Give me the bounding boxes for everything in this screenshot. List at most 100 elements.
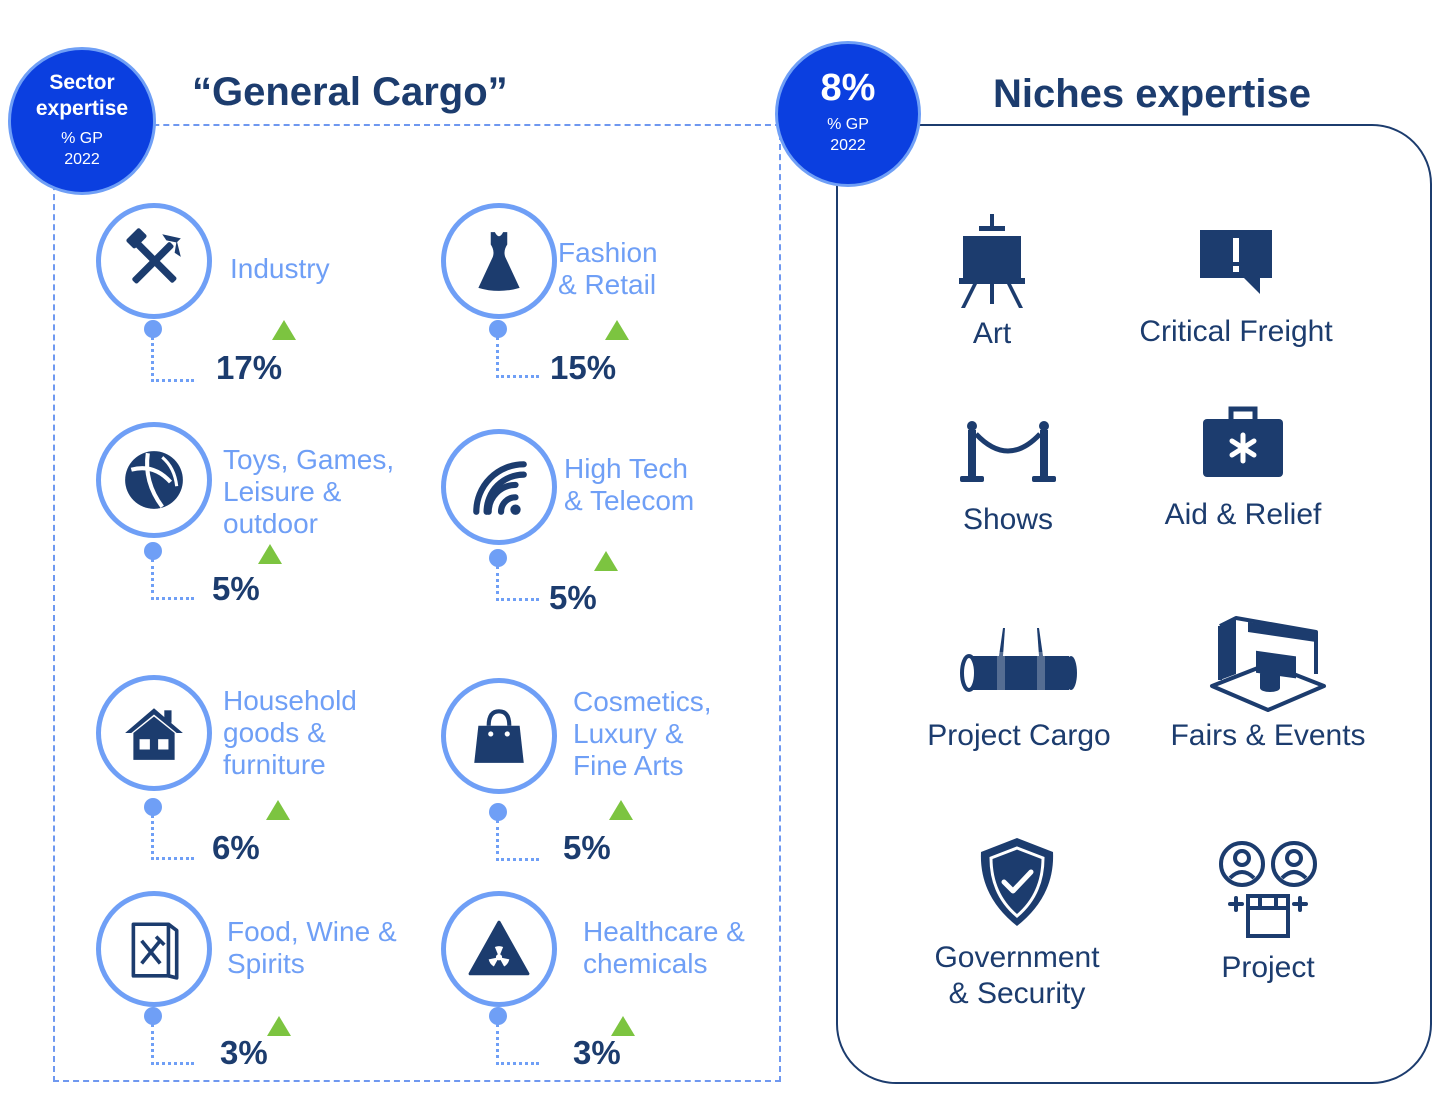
sector-percent: 17%	[216, 349, 283, 386]
trend-up-icon	[266, 800, 290, 820]
niche-label: Project Cargo	[927, 719, 1111, 752]
sector-icon-ring	[96, 675, 212, 791]
connector-line	[151, 1024, 194, 1065]
connector-line	[496, 337, 539, 378]
niche-label: Art	[972, 317, 1012, 350]
connector-dot	[144, 1007, 162, 1025]
connector-dot	[489, 1007, 507, 1025]
sector-icon-ring	[441, 891, 557, 1007]
trend-up-icon	[272, 320, 296, 340]
sector-label: High Tech & Telecom	[564, 453, 695, 516]
wifi-signal-icon	[473, 461, 527, 515]
easel-icon	[959, 214, 1025, 308]
sector-high-tech: High Tech & Telecom 5%	[441, 429, 781, 619]
sector-icon-ring	[441, 678, 557, 794]
sector-label: Household goods & furniture	[223, 685, 357, 780]
niche-label: Government & Security	[934, 941, 1100, 1010]
niche-label: Critical Freight	[1139, 315, 1333, 348]
stanchion-rope-icon	[960, 421, 1056, 482]
sector-percent: 5%	[549, 579, 597, 616]
connector-dot	[144, 798, 162, 816]
sector-percent: 3%	[220, 1034, 268, 1071]
sector-label: Fashion & Retail	[558, 237, 658, 300]
connector-dot	[489, 320, 507, 338]
niche-critical-freight: Critical Freight	[1096, 226, 1376, 350]
trend-up-icon	[611, 1016, 635, 1036]
niche-project-cargo: Project Cargo	[879, 626, 1159, 754]
badge-line2: expertise	[35, 97, 129, 120]
niche-project: Project	[1128, 840, 1408, 986]
sector-label: Healthcare & chemicals	[583, 916, 745, 979]
trend-up-icon	[609, 800, 633, 820]
connector-dot	[144, 320, 162, 338]
sector-percent: 15%	[550, 349, 617, 386]
sector-icon-ring	[96, 203, 212, 319]
sector-healthcare: Healthcare & chemicals 3%	[441, 891, 781, 1081]
sector-household: Household goods & furniture 6%	[96, 675, 436, 866]
sector-percent: 5%	[212, 570, 260, 607]
connector-dot	[489, 803, 507, 821]
connector-line	[151, 559, 194, 600]
niches-title: Niches expertise	[993, 72, 1311, 116]
niche-label: Fairs & Events	[1170, 719, 1366, 752]
niche-label: Project	[1221, 951, 1315, 984]
niche-government-security: Government & Security	[877, 836, 1157, 1012]
dress-icon	[478, 232, 520, 291]
niche-aid-relief: Aid & Relief	[1103, 405, 1383, 533]
sector-label: Food, Wine & Spirits	[227, 916, 397, 979]
sector-cosmetics: Cosmetics, Luxury & Fine Arts 5%	[441, 678, 781, 868]
sector-fashion-retail: Fashion & Retail 15%	[441, 203, 781, 393]
sector-icon-ring	[96, 422, 212, 538]
badge-line1: Sector	[49, 71, 115, 94]
sector-expertise-badge: Sector expertise % GP 2022	[8, 47, 156, 195]
badge-year: 2022	[64, 151, 100, 168]
sector-percent: 5%	[563, 829, 611, 866]
niches-badge-gp: % GP	[827, 116, 869, 133]
sector-industry: Industry 17%	[96, 203, 436, 393]
pipe-lift-icon	[960, 628, 1077, 692]
sector-icon-ring	[441, 203, 557, 319]
sector-toys-games: Toys, Games, Leisure & outdoor 5%	[96, 422, 436, 612]
sector-icon-ring	[441, 429, 557, 545]
trend-up-icon	[258, 544, 282, 564]
sector-percent: 6%	[212, 829, 260, 866]
people-package-icon	[1219, 841, 1317, 938]
alert-message-icon	[1200, 230, 1272, 294]
menu-cutlery-icon	[131, 922, 179, 980]
niches-panel	[836, 124, 1432, 1084]
niche-label: Shows	[962, 503, 1054, 536]
badge-gp: % GP	[61, 130, 103, 147]
house-icon	[125, 708, 183, 760]
first-aid-kit-icon	[1203, 406, 1283, 477]
radiation-warning-icon	[468, 920, 530, 976]
sector-label: Toys, Games, Leisure & outdoor	[223, 444, 395, 539]
general-cargo-panel	[53, 124, 781, 1082]
connector-dot	[144, 542, 162, 560]
sector-label: Industry	[230, 253, 330, 284]
general-cargo-title: “General Cargo”	[192, 70, 508, 114]
exhibition-booth-icon	[1210, 616, 1326, 712]
niche-label: Aid & Relief	[1164, 498, 1322, 531]
sector-icon-ring	[96, 891, 212, 1007]
trend-up-icon	[605, 320, 629, 340]
shield-check-icon	[980, 838, 1054, 926]
niche-shows: Shows	[868, 420, 1148, 538]
hammer-pick-icon	[126, 228, 181, 284]
sector-percent: 3%	[573, 1034, 621, 1071]
niche-art: Art	[852, 212, 1132, 352]
connector-line	[151, 337, 194, 382]
niches-badge-value: 8%	[820, 67, 876, 109]
connector-line	[151, 815, 194, 860]
sector-label: Cosmetics, Luxury & Fine Arts	[573, 686, 712, 781]
sector-food-wine: Food, Wine & Spirits 3%	[96, 891, 436, 1081]
trend-up-icon	[267, 1016, 291, 1036]
connector-line	[496, 1024, 539, 1065]
niches-badge-year: 2022	[830, 137, 866, 154]
niche-fairs-events: Fairs & Events	[1128, 614, 1408, 754]
connector-line	[496, 820, 539, 861]
trend-up-icon	[594, 551, 618, 571]
connector-dot	[489, 549, 507, 567]
handbag-icon	[474, 709, 524, 763]
niches-badge: 8% % GP 2022	[775, 41, 921, 187]
beach-ball-icon	[125, 451, 183, 509]
